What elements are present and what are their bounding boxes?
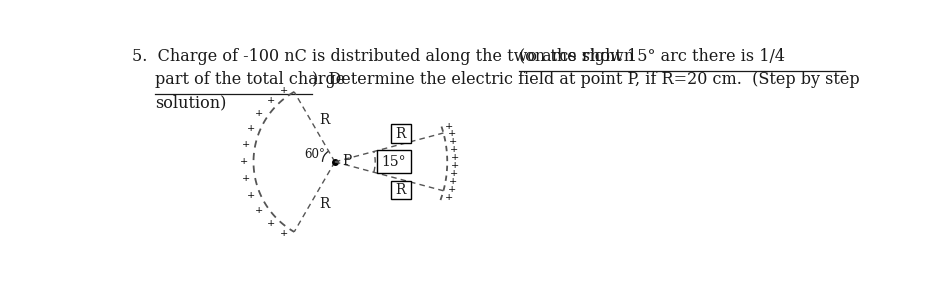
Text: +: + bbox=[445, 122, 454, 131]
Text: +: + bbox=[280, 229, 289, 238]
Text: part of the total charge: part of the total charge bbox=[155, 71, 345, 88]
Text: +: + bbox=[449, 137, 457, 146]
Text: 60°: 60° bbox=[305, 148, 325, 161]
Text: P: P bbox=[342, 154, 352, 168]
Text: ). Determine the electric field at point P, if R=20 cm.  (Step by step: ). Determine the electric field at point… bbox=[311, 71, 859, 88]
Text: +: + bbox=[280, 85, 289, 95]
Text: (on the right 15° arc there is 1/4: (on the right 15° arc there is 1/4 bbox=[520, 48, 786, 65]
Text: +: + bbox=[447, 129, 455, 138]
Text: R: R bbox=[395, 127, 405, 141]
Text: +: + bbox=[241, 175, 250, 183]
Text: +: + bbox=[247, 124, 256, 133]
Text: +: + bbox=[267, 219, 274, 228]
Text: solution): solution) bbox=[155, 94, 226, 111]
Text: +: + bbox=[449, 178, 457, 186]
Text: +: + bbox=[240, 157, 248, 166]
Text: +: + bbox=[241, 140, 250, 149]
Text: R: R bbox=[320, 113, 330, 127]
Text: +: + bbox=[450, 169, 458, 178]
Text: 15°: 15° bbox=[382, 155, 406, 169]
Text: +: + bbox=[247, 191, 256, 200]
FancyBboxPatch shape bbox=[390, 181, 411, 199]
Text: +: + bbox=[445, 193, 454, 202]
Text: R: R bbox=[320, 197, 330, 211]
Text: +: + bbox=[451, 153, 459, 162]
Text: +: + bbox=[450, 145, 458, 154]
Text: +: + bbox=[256, 109, 264, 118]
Text: +: + bbox=[447, 185, 455, 194]
Text: +: + bbox=[267, 96, 274, 105]
FancyBboxPatch shape bbox=[390, 124, 411, 143]
Text: 5.  Charge of -100 nC is distributed along the two arcs shown: 5. Charge of -100 nC is distributed alon… bbox=[132, 48, 639, 65]
Text: R: R bbox=[395, 183, 405, 197]
Text: +: + bbox=[256, 206, 264, 215]
Text: +: + bbox=[451, 161, 459, 170]
FancyBboxPatch shape bbox=[376, 150, 411, 173]
